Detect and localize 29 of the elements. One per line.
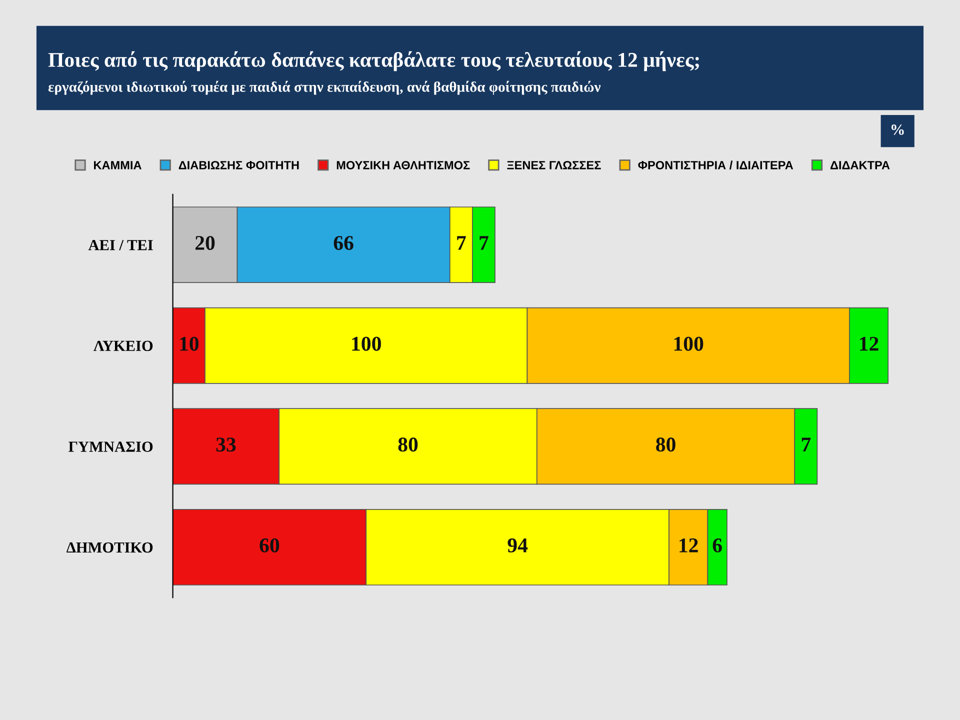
data-label: 12 xyxy=(860,336,878,351)
legend-label: ΞΕΝΕΣ ΓΛΩΣΣΕΣ xyxy=(507,160,601,170)
y-tick-label: ΔΗΜΟΤΙΚΟ xyxy=(66,542,153,553)
y-tick-label: ΓΥΜΝΑΣΙΟ xyxy=(68,442,153,452)
legend-label: ΜΟΥΣΙΚΗ ΑΘΛΗΤΙΣΜΟΣ xyxy=(336,160,470,170)
legend-label: ΚΑΜΜΙΑ xyxy=(94,161,142,170)
legend-label: ΔΙΔΑΚΤΡΑ xyxy=(830,161,890,170)
legend-label: ΦΡΟΝΤΙΣΤΗΡΙΑ / ΙΔΙΑΙΤΕΡΑ xyxy=(638,160,794,170)
text: % xyxy=(892,124,904,135)
y-tick-label: ΑΕΙ / ΤΕΙ xyxy=(88,240,153,250)
data-label: 7 xyxy=(480,236,488,250)
data-label: 6 xyxy=(712,538,722,552)
data-label: 20 xyxy=(195,236,215,250)
data-label: 80 xyxy=(656,438,676,452)
data-label: 100 xyxy=(352,336,381,351)
chart-subtitle: εργαζόμενοι ιδιωτικού τομέα με παιδιά στην εκπαίδευση, ανά βαθμίδα φοίτησης παιδιών xyxy=(48,80,601,95)
data-label: 66 xyxy=(334,236,354,250)
data-label: 12 xyxy=(680,538,698,552)
y-tick-label: ΛΥΚΕΙΟ xyxy=(94,340,153,352)
chart-title: Ποιες από τις παρακάτω δαπάνες καταβάλατε τους τελευταίους 12 μήνες; xyxy=(48,51,699,72)
legend-label: ΔΙΑΒΙΩΣΗΣ ΦΟΙΤΗΤΗ xyxy=(178,160,299,170)
data-label: 80 xyxy=(398,438,418,452)
data-label: 100 xyxy=(674,336,704,351)
data-label: 10 xyxy=(180,336,199,351)
data-label: 94 xyxy=(508,538,528,552)
data-label: 60 xyxy=(260,538,280,552)
data-label: 33 xyxy=(216,438,236,452)
data-label: 7 xyxy=(802,438,811,452)
data-label: 7 xyxy=(457,236,466,250)
